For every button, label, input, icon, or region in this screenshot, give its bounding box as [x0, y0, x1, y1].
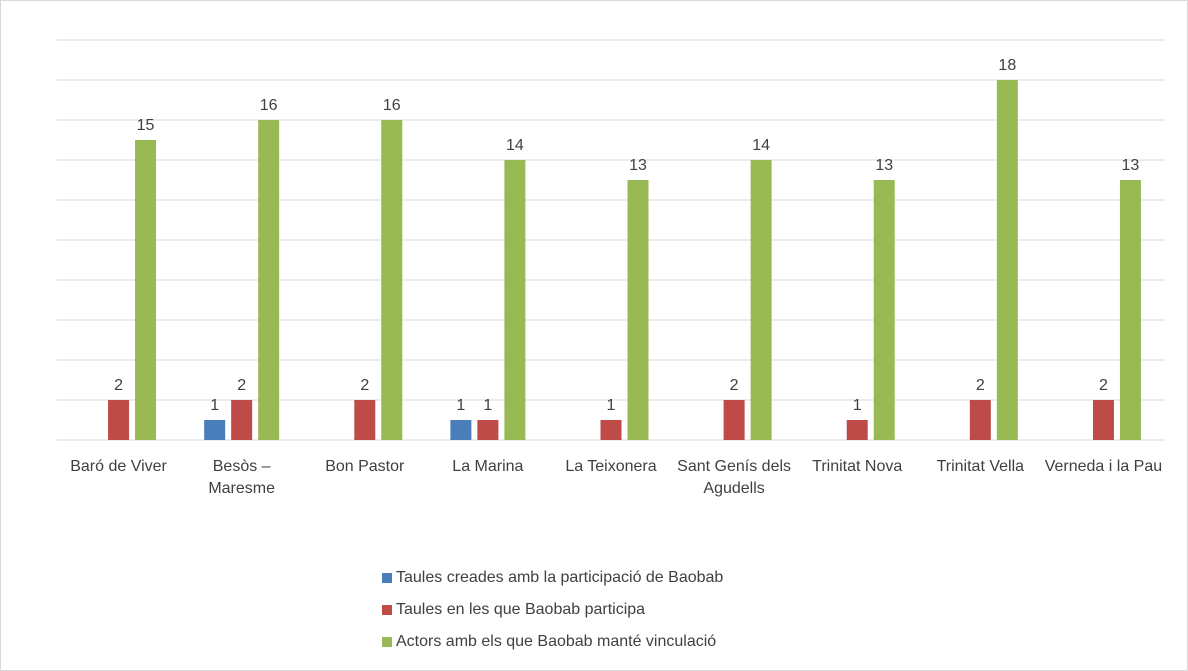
- legend-item: Taules creades amb la participació de Ba…: [382, 568, 723, 588]
- data-label: 16: [383, 97, 401, 114]
- data-label: 1: [456, 397, 465, 414]
- bar: [723, 400, 745, 440]
- legend-label: Taules en les que Baobab participa: [396, 601, 646, 618]
- data-label: 2: [730, 377, 739, 394]
- bar: [381, 120, 403, 440]
- data-label: 15: [137, 117, 155, 134]
- data-label: 14: [506, 137, 524, 154]
- x-tick-label: Sant Genís dels Agudells: [677, 458, 792, 497]
- legend-swatch: [382, 605, 392, 615]
- data-label: 2: [114, 377, 123, 394]
- bar: [969, 400, 991, 440]
- legend-label: Taules creades amb la participació de Ba…: [396, 569, 724, 586]
- bar: [1092, 400, 1114, 440]
- data-label: 2: [360, 377, 369, 394]
- bar: [1119, 180, 1141, 440]
- bar: [600, 420, 622, 440]
- x-tick-label: Trinitat Vella: [936, 458, 1025, 475]
- x-tick-label: Besòs – Maresme: [208, 458, 275, 497]
- x-tick-label: La Marina: [452, 458, 524, 475]
- bar: [108, 400, 130, 440]
- x-tick-label: Trinitat Nova: [812, 458, 903, 475]
- bar: [231, 400, 253, 440]
- legend-swatch: [382, 637, 392, 647]
- data-label: 13: [1122, 157, 1140, 174]
- data-label: 1: [853, 397, 862, 414]
- bar: [135, 140, 157, 440]
- bar: [996, 80, 1018, 440]
- data-label: 1: [483, 397, 492, 414]
- data-label: 1: [210, 397, 219, 414]
- data-label: 13: [629, 157, 647, 174]
- data-label: 18: [998, 57, 1016, 74]
- legend-item: Actors amb els que Baobab manté vinculac…: [382, 632, 716, 652]
- x-tick-label: La Teixonera: [565, 458, 657, 475]
- data-label: 14: [752, 137, 770, 154]
- bar: [450, 420, 472, 440]
- bar: [204, 420, 226, 440]
- bar: [477, 420, 499, 440]
- x-tick-label: Verneda i la Pau: [1044, 458, 1163, 475]
- data-label: 2: [237, 377, 246, 394]
- data-label: 2: [976, 377, 985, 394]
- data-label: 16: [260, 97, 278, 114]
- bar: [846, 420, 868, 440]
- bar: [354, 400, 376, 440]
- x-tick-label: Bon Pastor: [325, 458, 405, 475]
- bar: [504, 160, 526, 440]
- data-label: 13: [875, 157, 893, 174]
- x-tick-label: Baró de Viver: [70, 458, 167, 475]
- bar: [873, 180, 895, 440]
- data-label: 2: [1099, 377, 1108, 394]
- bar: [258, 120, 280, 440]
- legend-swatch: [382, 573, 392, 583]
- data-label: 1: [607, 397, 616, 414]
- bar: [627, 180, 649, 440]
- legend-item: Taules en les que Baobab participa: [382, 600, 645, 620]
- bar: [750, 160, 772, 440]
- legend-label: Actors amb els que Baobab manté vinculac…: [396, 633, 717, 650]
